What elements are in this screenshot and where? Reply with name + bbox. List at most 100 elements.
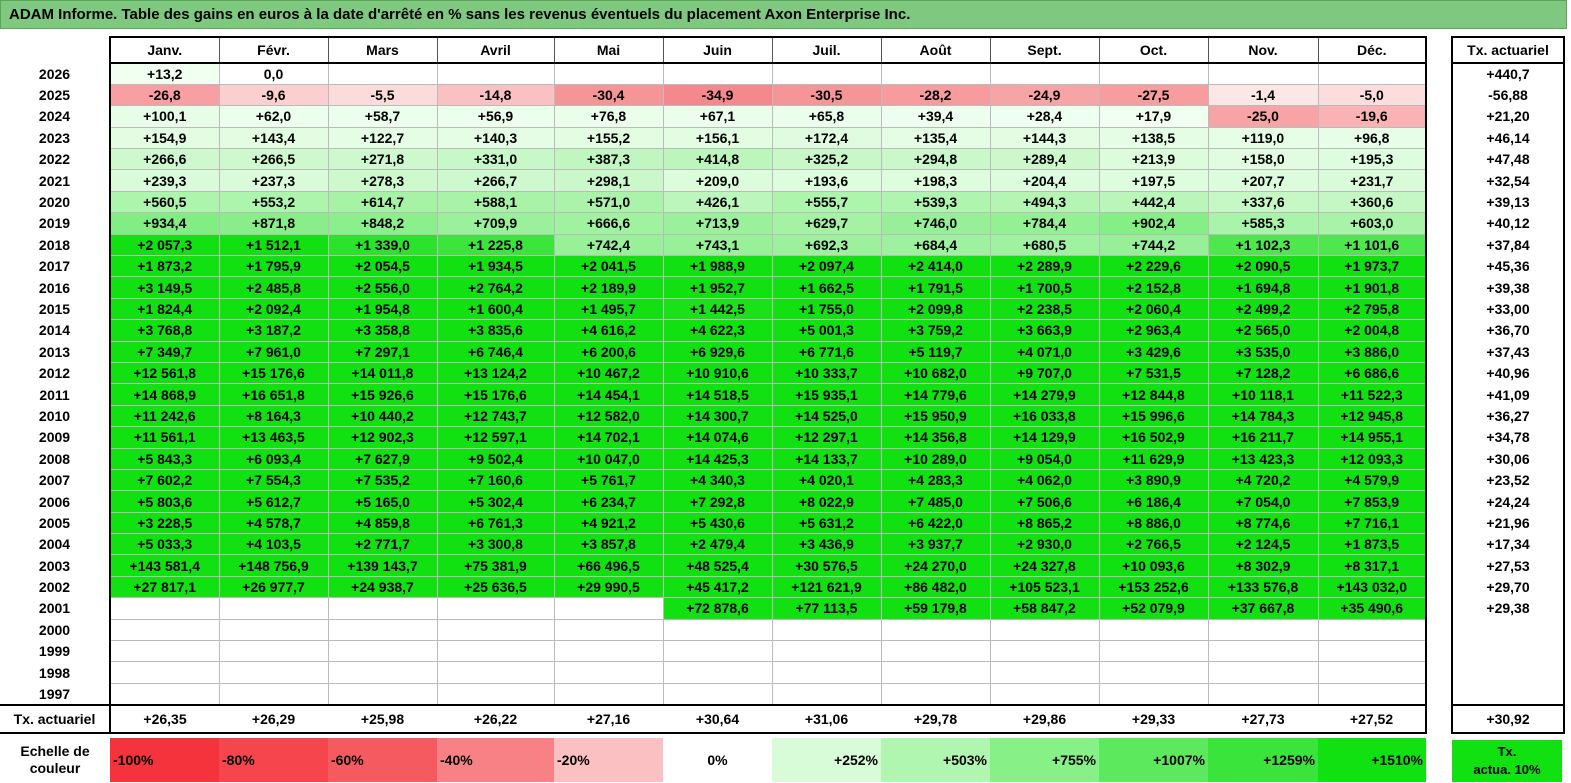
year-label: 2019 bbox=[0, 212, 111, 235]
gain-cell: +12 297,1 bbox=[771, 426, 882, 449]
gain-cell: +16 033,8 bbox=[989, 404, 1100, 428]
scale-tx-line1: Tx. bbox=[1497, 744, 1517, 759]
gain-cell bbox=[1098, 661, 1209, 684]
gain-cell: +555,7 bbox=[771, 190, 882, 214]
gain-cell bbox=[436, 618, 555, 642]
year-actuarial-rate: +47,48 bbox=[1451, 148, 1565, 170]
gain-cell: +155,2 bbox=[553, 126, 664, 150]
year-actuarial-rate bbox=[1451, 619, 1565, 641]
gain-cell bbox=[327, 62, 438, 85]
gain-cell bbox=[880, 618, 991, 642]
gain-cell: +6 422,0 bbox=[880, 511, 991, 535]
color-scale-step: +1259% bbox=[1208, 738, 1318, 782]
gain-cell: +5 430,6 bbox=[662, 511, 773, 535]
gain-cell: +156,1 bbox=[662, 126, 773, 150]
gain-cell: +4 103,5 bbox=[218, 533, 329, 556]
year-actuarial-rate: +32,54 bbox=[1451, 169, 1565, 192]
gain-cell: +1 339,0 bbox=[327, 233, 438, 257]
gain-cell: +2 499,2 bbox=[1207, 297, 1319, 321]
year-actuarial-rate: +37,84 bbox=[1451, 234, 1565, 256]
gain-cell: +15 996,6 bbox=[1098, 404, 1209, 428]
year-label: 2011 bbox=[0, 383, 111, 406]
gain-cell: +2 485,8 bbox=[218, 276, 329, 299]
gain-cell: +539,3 bbox=[880, 190, 991, 214]
gain-cell: +8 774,6 bbox=[1207, 511, 1319, 535]
year-row: 2026 +13,2 0,0 bbox=[0, 62, 1427, 85]
gain-cell: +2 963,4 bbox=[1098, 319, 1209, 342]
gain-cell: +902,4 bbox=[1098, 212, 1209, 235]
gain-cell: +12 743,7 bbox=[436, 404, 555, 428]
month-actuarial-rate: +31,06 bbox=[772, 703, 881, 734]
gain-cell: +2 565,0 bbox=[1207, 319, 1319, 342]
year-row: 2020 +560,5 +553,2 +614,7 +588,1 +571,0 +426,1… bbox=[0, 190, 1427, 214]
gain-cell: +153 252,6 bbox=[1098, 575, 1209, 599]
gain-cell bbox=[553, 682, 664, 706]
gain-cell: +139 143,7 bbox=[327, 554, 438, 577]
year-actuarial-rate: +17,34 bbox=[1451, 533, 1565, 555]
actuarial-rate-header: Tx. actuariel bbox=[1451, 36, 1565, 64]
gain-cell bbox=[1207, 618, 1319, 642]
gain-cell: +289,4 bbox=[989, 148, 1100, 171]
year-label: 2022 bbox=[0, 148, 111, 170]
gain-cell: +331,0 bbox=[436, 148, 555, 171]
year-label: 2004 bbox=[0, 533, 111, 555]
year-row: 2007 +7 602,2 +7 554,3 +7 535,2 +7 160,6 +5 7… bbox=[0, 468, 1427, 492]
gain-cell: +1 954,8 bbox=[327, 297, 438, 321]
gain-cell: +3 300,8 bbox=[436, 533, 555, 556]
gain-cell bbox=[553, 597, 664, 620]
gain-cell: +1 442,5 bbox=[662, 297, 773, 321]
year-label: 2020 bbox=[0, 191, 111, 213]
year-label: 2007 bbox=[0, 469, 111, 491]
gain-cell: +15 935,1 bbox=[771, 383, 882, 406]
gain-cell bbox=[1317, 618, 1427, 642]
year-actuarial-rate: +36,27 bbox=[1451, 405, 1565, 427]
gain-cell: +15 926,6 bbox=[327, 383, 438, 406]
color-scale-step: -60% bbox=[328, 738, 437, 782]
year-label: 2012 bbox=[0, 362, 111, 384]
gain-cell: +360,6 bbox=[1317, 190, 1427, 214]
gain-cell: +67,1 bbox=[662, 105, 773, 128]
gain-cell: +4 579,9 bbox=[1317, 468, 1427, 492]
gain-cell: +1 973,7 bbox=[1317, 255, 1427, 278]
gains-table: Janv. Févr. Mars Avril Mai Juin Juil. Août Sept.… bbox=[0, 36, 1427, 734]
gain-cell: +13 423,3 bbox=[1207, 447, 1319, 470]
gain-cell: +105 523,1 bbox=[989, 575, 1100, 599]
gain-cell: +7 535,2 bbox=[327, 468, 438, 492]
year-label: 2016 bbox=[0, 276, 111, 299]
gain-cell bbox=[989, 661, 1100, 684]
month-actuarial-rate: +27,73 bbox=[1208, 703, 1318, 734]
gain-cell: +12 597,1 bbox=[436, 426, 555, 449]
gain-cell: +14 300,7 bbox=[662, 404, 773, 428]
gain-cell bbox=[880, 682, 991, 706]
gain-cell: +14 518,5 bbox=[662, 383, 773, 406]
color-scale-actuarial-reference: Tx. actua. 10% bbox=[1452, 740, 1562, 782]
gain-cell: +148 756,9 bbox=[218, 554, 329, 577]
year-actuarial-rate: +46,14 bbox=[1451, 127, 1565, 149]
gain-cell: +10 440,2 bbox=[327, 404, 438, 428]
gain-cell: +14 425,3 bbox=[662, 447, 773, 470]
gain-cell: +24 938,7 bbox=[327, 575, 438, 599]
gain-cell: +14 784,3 bbox=[1207, 404, 1319, 428]
gain-cell: +143 032,0 bbox=[1317, 575, 1427, 599]
gain-cell bbox=[218, 661, 329, 684]
gain-cell: +96,8 bbox=[1317, 126, 1427, 150]
gain-cell bbox=[1098, 62, 1209, 85]
year-label: 1998 bbox=[0, 661, 111, 684]
gain-cell: +3 886,0 bbox=[1317, 340, 1427, 363]
year-label: 2026 bbox=[0, 63, 111, 85]
gain-cell: +337,6 bbox=[1207, 190, 1319, 214]
year-label: 2024 bbox=[0, 105, 111, 128]
year-label: 2001 bbox=[0, 597, 111, 620]
gain-cell: +12 093,3 bbox=[1317, 447, 1427, 470]
gain-cell: +4 062,0 bbox=[989, 468, 1100, 492]
gain-cell: +1 101,6 bbox=[1317, 233, 1427, 257]
gain-cell bbox=[218, 597, 329, 620]
gain-cell: +72 878,6 bbox=[662, 597, 773, 620]
gain-cell bbox=[436, 62, 555, 85]
gain-cell bbox=[436, 640, 555, 663]
actuarial-rate-label: Tx. actuariel bbox=[0, 703, 111, 734]
year-label: 2017 bbox=[0, 255, 111, 277]
gain-cell: +24 270,0 bbox=[880, 554, 991, 577]
gain-cell: +10 289,0 bbox=[880, 447, 991, 470]
color-scale-step: +1007% bbox=[1099, 738, 1208, 782]
